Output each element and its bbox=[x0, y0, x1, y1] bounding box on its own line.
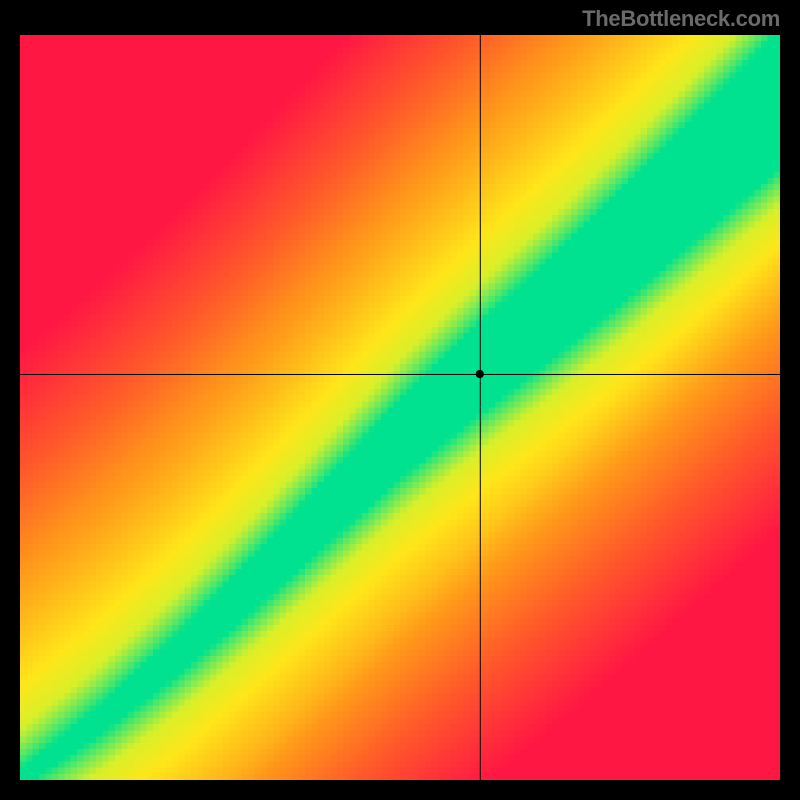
chart-container: TheBottleneck.com bbox=[0, 0, 800, 800]
crosshair-overlay bbox=[20, 35, 780, 780]
heatmap-plot bbox=[20, 35, 780, 780]
watermark-text: TheBottleneck.com bbox=[582, 6, 780, 32]
